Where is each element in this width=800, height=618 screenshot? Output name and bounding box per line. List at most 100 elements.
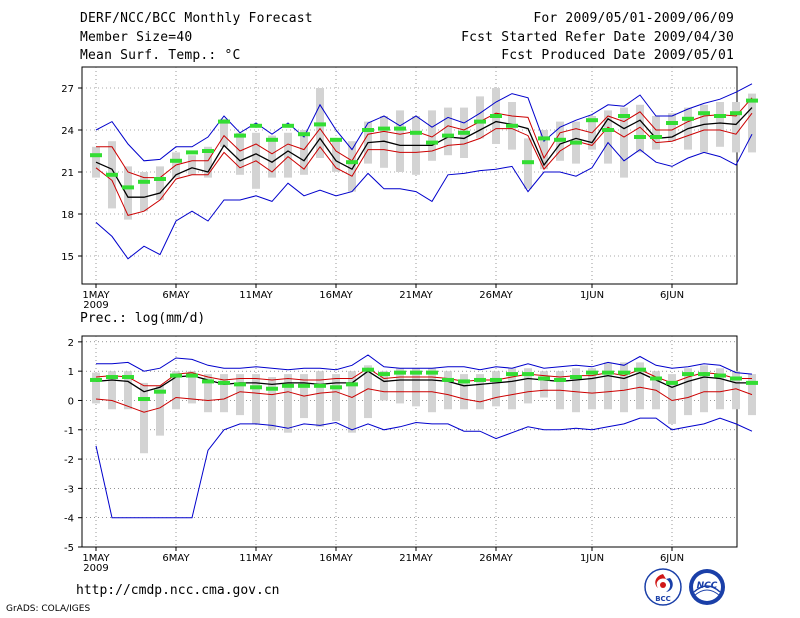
panel1-observed-point-12 xyxy=(266,138,278,142)
panel2-spread-bar-11 xyxy=(252,374,260,424)
panel1-spread-bar-10 xyxy=(236,133,244,175)
panel2-observed-point-11 xyxy=(250,385,262,389)
panel1-ytick-label-4: 27 xyxy=(61,84,74,95)
panel1-observed-point-17 xyxy=(346,160,358,164)
panel2-observed-point-19 xyxy=(378,372,390,376)
panel1-observed-point-25 xyxy=(474,120,486,124)
panel1-frame xyxy=(82,67,737,284)
panel1-spread-bar-7 xyxy=(188,155,196,175)
panel2-observed-point-18 xyxy=(362,368,374,372)
panel2-spread-bar-22 xyxy=(428,368,436,412)
panel2-observed-point-40 xyxy=(714,374,726,378)
panel1-observed-point-35 xyxy=(634,135,646,139)
panel2-xtick-label-1: 6MAY xyxy=(162,553,190,564)
panel1-observed-point-21 xyxy=(410,131,422,135)
panel2-observed-point-9 xyxy=(218,381,230,385)
panel1-xtick-label-3: 16MAY xyxy=(319,290,353,301)
panel2-xtick-label-4: 21MAY xyxy=(399,553,433,564)
panel2-ytick-label-6: 1 xyxy=(68,367,74,378)
panel2-observed-point-22 xyxy=(426,371,438,375)
panel2-observed-point-32 xyxy=(586,371,598,375)
panel1-observed-point-7 xyxy=(186,150,198,154)
panel1-observed-point-24 xyxy=(458,131,470,135)
panel2-observed-point-20 xyxy=(394,371,406,375)
panel2-observed-point-28 xyxy=(522,372,534,376)
panel1-observed-point-18 xyxy=(362,128,374,132)
panel1-spread-bar-23 xyxy=(444,108,452,156)
panel1-observed-point-4 xyxy=(138,180,150,184)
panel2-xtick-label-6: 1JUN xyxy=(580,553,604,564)
panel1-observed-point-5 xyxy=(154,177,166,181)
panel1-observed-point-40 xyxy=(714,114,726,118)
panel2-ytick-label-7: 2 xyxy=(68,338,74,349)
panel2-year-label: 2009 xyxy=(83,563,108,574)
panel1-observed-point-38 xyxy=(682,117,694,121)
panel1-spread-bar-40 xyxy=(716,102,724,147)
panel2-spread-bar-42 xyxy=(748,374,756,415)
panel2-xtick-label-7: 6JUN xyxy=(660,553,684,564)
panel2-observed-point-12 xyxy=(266,387,278,391)
panel1-observed-point-42 xyxy=(746,99,758,103)
panel1-xtick-label-2: 11MAY xyxy=(239,290,273,301)
panel1-observed-point-3 xyxy=(122,185,134,189)
panel1-spread-bar-36 xyxy=(652,116,660,150)
panel2-spread-bar-34 xyxy=(620,362,628,412)
panel2-observed-point-23 xyxy=(442,378,454,382)
panel1-ytick-label-0: 15 xyxy=(61,252,74,263)
panel2-xtick-label-3: 16MAY xyxy=(319,553,353,564)
forecast-charts: 15182124271MAY 6MAY 11MAY 16MAY 21MAY 26MAY 1J… xyxy=(0,0,800,618)
panel1-observed-point-8 xyxy=(202,149,214,153)
panel2-ytick-label-0: -5 xyxy=(64,543,74,554)
panel2-observed-point-17 xyxy=(346,382,358,386)
panel1-observed-point-26 xyxy=(490,114,502,118)
panel1-spread-bar-5 xyxy=(156,166,164,200)
panel2-title: Prec.: log(mm/d) xyxy=(80,311,205,326)
panel2-spread-bar-26 xyxy=(492,371,500,406)
panel1-observed-point-6 xyxy=(170,159,182,163)
panel1-observed-point-2 xyxy=(106,173,118,177)
panel2-observed-point-34 xyxy=(618,371,630,375)
panel2-spread-bar-4 xyxy=(140,383,148,453)
bcc-logo-text: BCC xyxy=(655,595,671,603)
panel2-observed-point-24 xyxy=(458,379,470,383)
panel2-observed-point-33 xyxy=(602,371,614,375)
panel2-xtick-label-2: 11MAY xyxy=(239,553,273,564)
panel1-observed-point-1 xyxy=(90,153,102,157)
panel1-observed-point-19 xyxy=(378,127,390,131)
panel1-observed-point-14 xyxy=(298,132,310,136)
panel1-observed-point-22 xyxy=(426,141,438,145)
panel1-observed-point-36 xyxy=(650,135,662,139)
panel2-observed-point-10 xyxy=(234,382,246,386)
panel1-observed-point-32 xyxy=(586,118,598,122)
panel1-observed-point-39 xyxy=(698,111,710,115)
panel2-observed-point-15 xyxy=(314,384,326,388)
panel2-ytick-label-5: 0 xyxy=(68,396,74,407)
ncc-logo-text: NCC xyxy=(697,581,718,591)
panel2-observed-point-14 xyxy=(298,384,310,388)
panel2-observed-point-1 xyxy=(90,378,102,382)
panel2-observed-point-30 xyxy=(554,378,566,382)
panel1-spread-bar-34 xyxy=(620,108,628,178)
panel2-observed-point-41 xyxy=(730,376,742,380)
bcc-logo: BCC xyxy=(644,568,682,606)
panel1-xtick-label-7: 6JUN xyxy=(660,290,684,301)
panel2-observed-point-3 xyxy=(122,375,134,379)
panel1-spread-bar-12 xyxy=(268,136,276,178)
panel1-spread-bar-16 xyxy=(332,138,340,172)
panel2-ytick-label-4: -1 xyxy=(64,426,74,437)
panel2-observed-point-26 xyxy=(490,378,502,382)
panel1-observed-point-13 xyxy=(282,124,294,128)
panel1-observed-point-11 xyxy=(250,124,262,128)
panel2-observed-point-38 xyxy=(682,372,694,376)
panel2-observed-point-8 xyxy=(202,379,214,383)
panel1-observed-point-27 xyxy=(506,124,518,128)
panel1-observed-point-29 xyxy=(538,136,550,140)
source-url[interactable]: http://cmdp.ncc.cma.gov.cn xyxy=(76,583,280,598)
panel2-observed-point-6 xyxy=(170,374,182,378)
panel2-spread-bar-10 xyxy=(236,374,244,415)
panel1-observed-point-15 xyxy=(314,122,326,126)
panel1-observed-point-41 xyxy=(730,111,742,115)
panel2-observed-point-36 xyxy=(650,376,662,380)
panel1-observed-point-37 xyxy=(666,121,678,125)
panel1-year-label: 2009 xyxy=(83,300,108,311)
